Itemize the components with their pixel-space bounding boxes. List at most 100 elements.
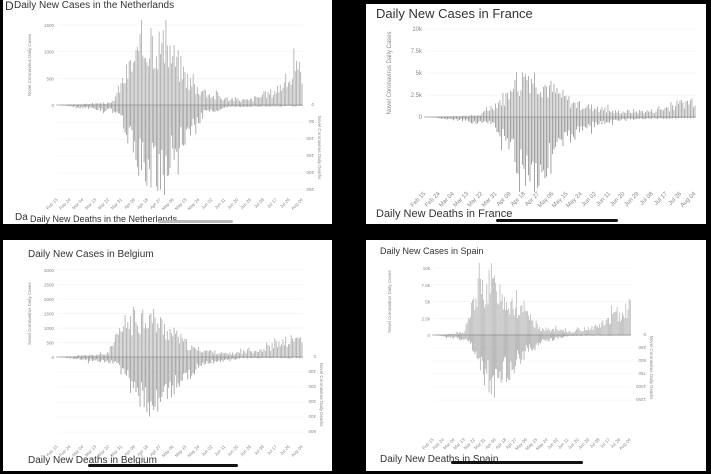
cases-bar [613,113,615,117]
deaths-bar [128,105,130,128]
deaths-bar [214,105,216,113]
deaths-bar [251,357,253,359]
deaths-bar [266,357,268,359]
deaths-bar [519,117,520,192]
cases-bar [293,48,295,105]
deaths-bar [687,117,688,119]
cases-bar [83,355,85,357]
deaths-bar [160,357,161,402]
cases-bar [111,102,112,105]
deaths-bar [492,117,493,123]
cases-bar [168,67,170,105]
deaths-bar [454,335,456,337]
deaths-bar [82,105,84,109]
deaths-bar [259,105,261,107]
cases-bar [243,350,244,357]
cases-bar [264,91,266,105]
deaths-bar [288,105,289,106]
cases-bar [273,348,274,357]
deaths-bar [121,357,123,369]
cases-bar [554,331,556,335]
cases-bar [447,116,448,117]
deaths-bar [562,117,564,146]
deaths-bar [504,117,505,136]
cases-bar [200,352,202,357]
deaths-bar [462,117,463,122]
cases-bar [565,95,567,117]
cases-bar [460,332,461,335]
cases-bar [694,105,696,117]
cases-bar [493,278,494,335]
cases-bar [225,352,227,357]
cases-bar [456,332,458,335]
deaths-bar [568,117,570,131]
cases-bar [121,331,123,357]
france-scrollbar[interactable] [496,219,618,222]
deaths-bar [141,357,142,383]
deaths-bar [188,357,190,370]
deaths-bar [660,117,661,118]
deaths-bar [610,117,612,121]
deaths-tick-label: 750 [638,371,646,376]
deaths-bar [598,117,600,125]
deaths-bar [507,335,508,378]
netherlands-scrollbar[interactable] [158,220,233,223]
deaths-bar [78,357,80,359]
cases-bar [124,83,126,105]
cases-bar [639,109,640,117]
cases-tick-label: 3000 [44,268,55,273]
chart-panel-france: 0 2.5k 5k 7.5k 10k Novel Coronavirus Daily Ca… [366,4,706,224]
cases-bar [528,315,529,335]
deaths-bar [271,105,273,107]
deaths-bar [202,357,204,363]
cases-bar [486,107,487,117]
cases-bar [79,356,81,357]
cases-bar [203,350,205,357]
cases-bar [217,92,219,105]
deaths-bar [553,335,554,341]
deaths-ylabel: Novel Coronavirus Daily Deaths [317,116,322,181]
france-footer-title: Daily New Deaths in France [376,208,513,220]
deaths-bar [78,105,80,108]
deaths-bar [290,357,292,358]
cases-bar [642,110,643,117]
cases-bar [188,89,190,105]
cases-bar [124,315,126,357]
deaths-bar [296,357,298,359]
cases-bar [546,86,547,117]
cases-bar [254,96,255,105]
cases-bar [184,338,186,357]
cases-bar [162,30,164,105]
deaths-bar [211,357,213,360]
cases-bar [481,113,483,117]
deaths-bar [239,105,240,107]
deaths-bar [540,335,541,344]
deaths-bar [490,335,492,395]
cases-bar [286,346,288,357]
cases-bar [600,327,602,335]
deaths-bar [90,357,92,360]
deaths-bar [66,357,67,358]
spain-scrollbar[interactable] [451,461,583,464]
deaths-bar [600,335,602,336]
deaths-bar [530,335,531,348]
deaths-bar [100,105,102,112]
x-tick-label: May 06 [161,197,175,211]
deaths-bar [567,117,568,136]
cases-bar [619,113,621,117]
cases-bar [678,103,679,117]
cases-bar [286,87,288,105]
deaths-bar [613,117,615,121]
cases-bar [169,45,171,105]
deaths-bar [86,357,88,360]
belgium-scrollbar[interactable] [88,464,238,467]
cases-bar [494,275,495,335]
cases-bar [297,337,299,357]
cases-bar [603,325,605,335]
deaths-bar [116,105,118,112]
deaths-bar [292,357,293,358]
deaths-bar [81,105,82,107]
cases-bar [690,100,691,117]
cases-bar [130,60,131,105]
x-tick-label: May 24 [187,444,201,458]
